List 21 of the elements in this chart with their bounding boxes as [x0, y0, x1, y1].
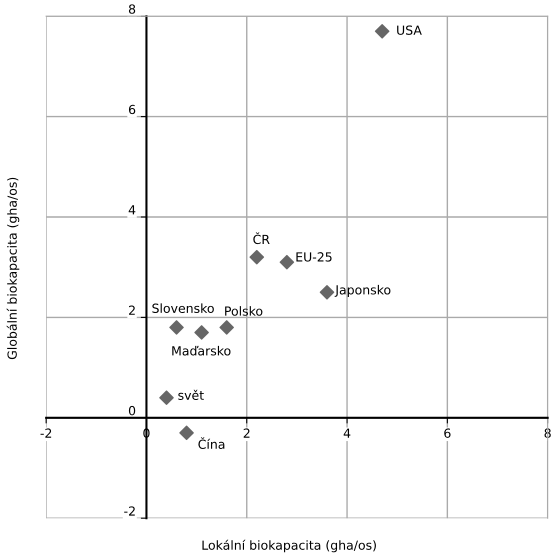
y-axis-title: Globální biokapacita (gha/os)	[6, 178, 20, 360]
y-tick-label: 2	[128, 306, 135, 315]
x-tick-label: -2	[40, 428, 52, 438]
x-tick-label: 6	[444, 428, 451, 438]
y-tick-label: 4	[128, 205, 136, 214]
annotation: USA	[397, 25, 422, 35]
x-tick-label: 4	[344, 428, 350, 438]
y-tick-label: 8	[128, 4, 136, 14]
annotation: Čína	[198, 437, 224, 449]
annotation: Japonsko	[334, 284, 390, 297]
annotation: Polsko	[225, 306, 262, 316]
x-tick-label: 2	[244, 428, 250, 438]
annotation: svět	[178, 390, 204, 400]
annotation: Maďarsko	[172, 346, 231, 356]
y-tick-label: 0	[128, 406, 136, 416]
annotation: EU-25	[296, 252, 332, 262]
y-tick-label: -2	[124, 506, 135, 516]
annotation: ČR	[253, 232, 270, 244]
y-tick-label: 6	[128, 104, 136, 114]
x-axis-title: Lokální biokapacita (gha/os)	[202, 540, 376, 552]
annotation: Slovensko	[152, 303, 214, 314]
